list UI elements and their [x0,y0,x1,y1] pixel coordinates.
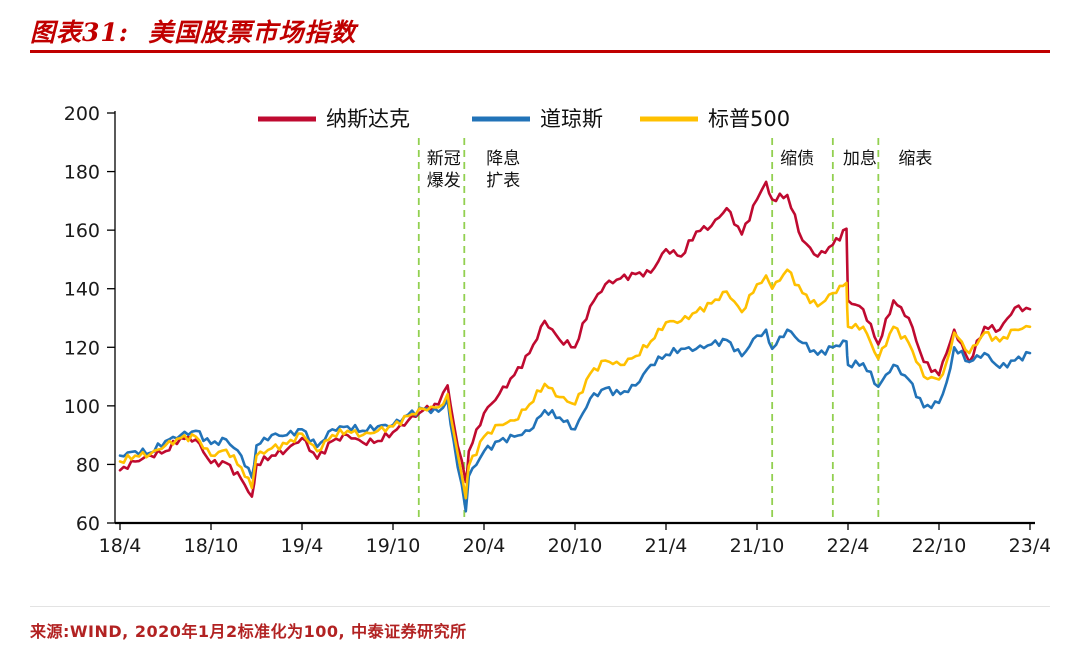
y-tick-label: 100 [64,396,100,418]
x-tick-label: 21/4 [645,535,688,557]
legend-label-sp500: 标普500 [708,107,790,131]
series-line-nasdaq [118,180,1032,498]
y-tick-label: 200 [64,103,100,125]
event-label-2: 扩表 [486,171,520,191]
legend-label-nasdaq: 纳斯达克 [326,107,410,131]
event-label-1: 爆发 [427,171,461,191]
figure-title: 图表31: 美国股票市场指数 [30,18,357,47]
series-line-sp500 [118,268,1032,500]
x-tick-label: 20/4 [463,535,506,557]
x-tick-label: 18/4 [99,535,142,557]
event-label-2: 降息 [486,149,520,169]
source-note: 来源:WIND, 2020年1月2标准化为100, 中泰证券研究所 [30,622,467,641]
legend-label-dow: 道琼斯 [540,107,603,131]
x-tick-label: 18/10 [184,535,239,557]
y-tick-label: 60 [76,513,100,535]
x-tick-label: 19/10 [366,535,421,557]
x-tick-label: 22/10 [912,535,967,557]
x-tick-label: 19/4 [281,535,324,557]
y-tick-label: 120 [64,337,100,359]
x-tick-label: 23/4 [1009,535,1050,557]
y-tick-label: 80 [76,454,100,476]
event-label-1: 新冠 [427,149,461,169]
y-tick-label: 160 [64,220,100,242]
y-tick-label: 140 [64,279,100,301]
x-tick-label: 21/10 [730,535,785,557]
x-tick-label: 20/10 [548,535,603,557]
footer-divider [30,606,1050,607]
event-label-5: 缩表 [898,149,932,169]
event-label-3: 缩债 [780,149,814,169]
event-label-4: 加息 [843,149,877,169]
x-tick-label: 22/4 [827,535,870,557]
title-underline [30,50,1050,53]
y-tick-label: 180 [64,162,100,184]
series-line-dow [118,328,1032,513]
